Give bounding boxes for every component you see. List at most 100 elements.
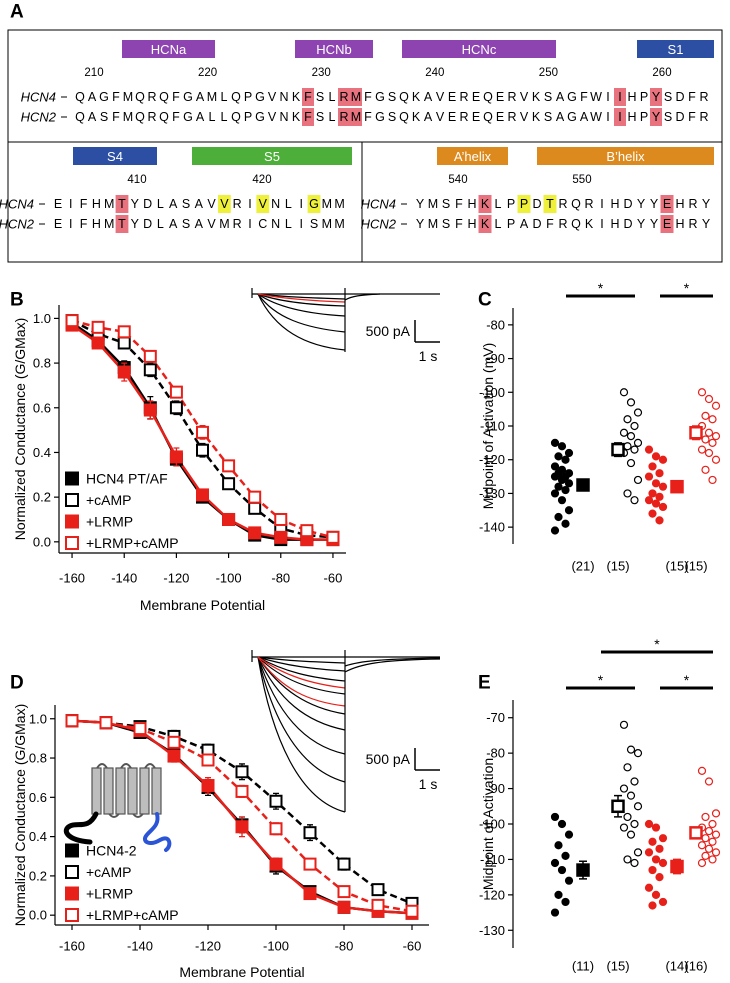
legend-marker bbox=[65, 471, 79, 486]
residue: M bbox=[351, 90, 361, 104]
residue: H bbox=[92, 217, 101, 231]
residue: T bbox=[546, 197, 554, 211]
data-point bbox=[143, 403, 157, 417]
residue-highlight bbox=[517, 195, 531, 213]
residue: M bbox=[104, 197, 114, 211]
residue: K bbox=[412, 110, 421, 124]
data-point bbox=[561, 455, 570, 464]
x-tick-label: (11) bbox=[572, 959, 594, 974]
y-axis-title: Midpoint of Activation (mV) bbox=[480, 343, 496, 510]
trace bbox=[257, 656, 346, 682]
residue: M bbox=[428, 197, 438, 211]
data-point bbox=[697, 445, 707, 454]
data-point bbox=[557, 865, 567, 875]
residue: R bbox=[147, 110, 156, 124]
data-point bbox=[708, 438, 717, 447]
data-point bbox=[619, 720, 629, 729]
data-point bbox=[658, 482, 668, 491]
residue: F bbox=[546, 217, 554, 231]
cartoon-n-terminus bbox=[63, 811, 99, 845]
data-point bbox=[337, 900, 351, 914]
residue-number: 420 bbox=[252, 174, 271, 186]
data-point bbox=[550, 462, 560, 471]
residue: A bbox=[556, 90, 565, 104]
residue-number: 210 bbox=[84, 67, 103, 79]
residue: P bbox=[507, 197, 515, 211]
residue: Y bbox=[652, 90, 661, 104]
residue: S bbox=[316, 90, 324, 104]
data-point bbox=[337, 857, 351, 871]
data-point bbox=[564, 479, 574, 488]
helix bbox=[151, 767, 162, 815]
residue: G bbox=[567, 110, 577, 124]
residue: E bbox=[54, 197, 62, 211]
channel-cartoon bbox=[63, 763, 172, 852]
residue: R bbox=[699, 110, 708, 124]
data-point bbox=[167, 735, 181, 749]
data-point bbox=[557, 475, 567, 485]
data-point bbox=[704, 428, 714, 437]
residue: L bbox=[285, 197, 292, 211]
residue: F bbox=[172, 90, 180, 104]
domain-label: S1 bbox=[668, 42, 684, 57]
data-point bbox=[623, 855, 632, 864]
residue: S bbox=[544, 90, 552, 104]
residue: L bbox=[495, 217, 502, 231]
residue: F bbox=[580, 90, 588, 104]
residue: S bbox=[442, 217, 450, 231]
residue: R bbox=[558, 197, 567, 211]
residue-highlight bbox=[218, 195, 231, 213]
data-point bbox=[701, 411, 710, 420]
frame-box bbox=[7, 29, 723, 263]
x-tick-label: (15) bbox=[665, 559, 688, 574]
residue: Y bbox=[416, 197, 425, 211]
data-point bbox=[701, 465, 710, 474]
data-point bbox=[623, 489, 632, 498]
fit-line bbox=[71, 719, 413, 913]
residue-number: 410 bbox=[127, 174, 146, 186]
y-tick-label: 1.0 bbox=[33, 311, 51, 326]
data-point bbox=[655, 469, 664, 478]
residue: L bbox=[157, 217, 164, 231]
trace bbox=[257, 656, 346, 707]
x-tick-label: -140 bbox=[127, 939, 153, 954]
data-point bbox=[235, 765, 249, 779]
residue: L bbox=[157, 197, 164, 211]
data-point bbox=[65, 314, 79, 328]
data-point bbox=[644, 848, 654, 857]
residue: F bbox=[364, 90, 372, 104]
data-point bbox=[564, 830, 574, 839]
residue: Y bbox=[650, 197, 659, 211]
y-axis-title: Midpoint of Activation bbox=[480, 758, 496, 890]
data-point bbox=[701, 851, 710, 860]
y-tick-label: 0.6 bbox=[29, 790, 47, 805]
residue: A bbox=[580, 110, 589, 124]
residue: M bbox=[123, 90, 133, 104]
data-point bbox=[626, 432, 636, 441]
residue: P bbox=[244, 90, 252, 104]
legend-label: +LRMP+cAMP bbox=[86, 907, 179, 923]
residue: K bbox=[481, 217, 490, 231]
trace bbox=[257, 293, 346, 303]
residue: F bbox=[364, 110, 372, 124]
y-tick-label: -110 bbox=[480, 852, 505, 867]
domain-bar bbox=[437, 147, 508, 165]
residue-highlight bbox=[338, 88, 350, 106]
data-point bbox=[550, 812, 560, 822]
data-point bbox=[222, 459, 236, 473]
residue-highlight bbox=[478, 195, 492, 213]
residue: D bbox=[623, 197, 632, 211]
data-point bbox=[644, 819, 654, 829]
residue: R bbox=[233, 217, 242, 231]
data-point bbox=[623, 442, 632, 451]
data-point bbox=[550, 472, 560, 481]
significance-label: * bbox=[684, 280, 690, 296]
residue: M bbox=[322, 197, 332, 211]
domain-label: HCNb bbox=[316, 42, 351, 57]
residue: P bbox=[520, 197, 528, 211]
y-tick-label: 0.2 bbox=[29, 868, 47, 883]
residue: L bbox=[329, 90, 336, 104]
residue: G bbox=[99, 90, 109, 104]
residue: P bbox=[507, 217, 515, 231]
